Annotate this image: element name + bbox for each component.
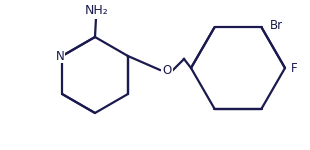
- Text: F: F: [291, 61, 298, 75]
- Text: Br: Br: [269, 19, 283, 32]
- Text: NH₂: NH₂: [85, 4, 109, 18]
- Text: N: N: [56, 50, 64, 63]
- Text: O: O: [162, 63, 172, 76]
